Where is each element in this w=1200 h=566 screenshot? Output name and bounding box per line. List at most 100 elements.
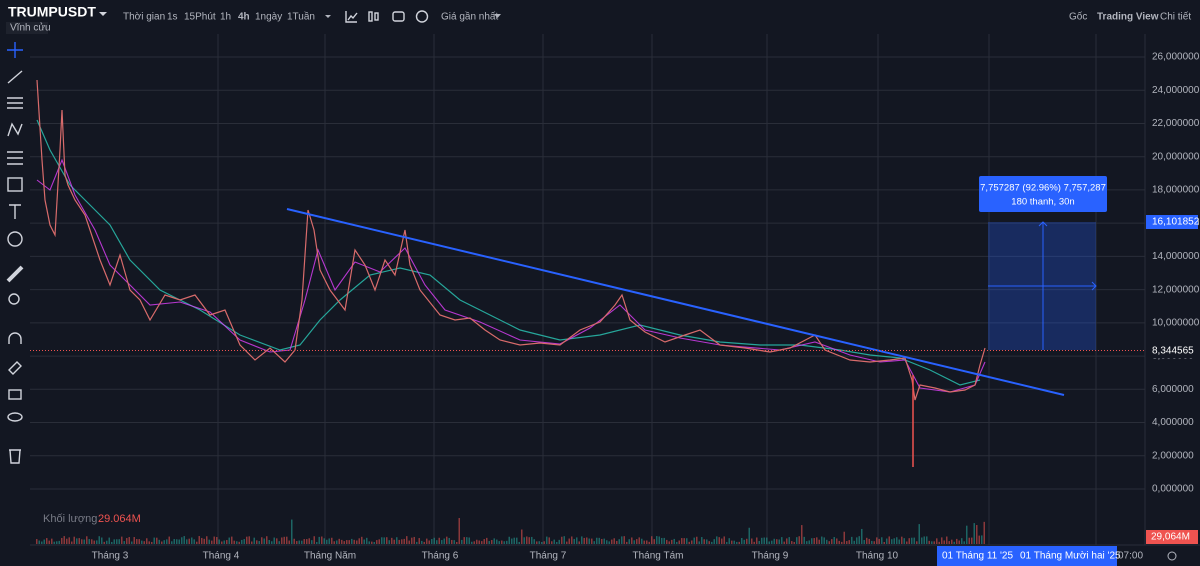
- volume-bar: [226, 540, 228, 544]
- volume-bar: [928, 540, 930, 544]
- volume-bar: [216, 537, 218, 544]
- volume-bar: [376, 540, 378, 544]
- crosshair-tool[interactable]: [7, 42, 23, 58]
- volume-bar: [938, 541, 940, 544]
- volume-bar: [876, 537, 878, 544]
- zoom-tool[interactable]: [8, 293, 20, 305]
- interval[interactable]: 1Tuần: [287, 11, 315, 23]
- volume-bar: [896, 537, 898, 544]
- volume-bar: [453, 540, 455, 544]
- emoji-tool[interactable]: [7, 231, 23, 247]
- add-icon[interactable]: [415, 10, 429, 23]
- volume-bar: [446, 536, 448, 544]
- symbol-caret[interactable]: [99, 12, 107, 16]
- volume-bar: [36, 539, 38, 544]
- volume-bar: [313, 536, 315, 544]
- interval-caret[interactable]: [325, 15, 331, 18]
- camera-icon[interactable]: [392, 11, 405, 22]
- indicator-icon[interactable]: [345, 11, 358, 23]
- candle-icon[interactable]: [374, 12, 379, 21]
- volume-bar: [266, 536, 268, 544]
- volume-bar: [61, 537, 63, 544]
- visibility-tool[interactable]: [7, 412, 23, 422]
- interval[interactable]: 1s: [167, 12, 178, 23]
- fib-tool[interactable]: [7, 151, 23, 165]
- lock-draw-tool[interactable]: [8, 361, 22, 375]
- time-label: Tháng Năm: [304, 551, 356, 562]
- text-tool[interactable]: [9, 204, 21, 219]
- interval[interactable]: 1ngày: [255, 12, 282, 23]
- volume-bar: [298, 540, 300, 544]
- volume-bar: [831, 539, 833, 544]
- view-tab[interactable]: Chi tiết: [1160, 11, 1191, 23]
- measure-tool[interactable]: [6, 265, 24, 283]
- view-tab[interactable]: Gốc: [1069, 11, 1087, 23]
- trend-line[interactable]: [286, 208, 1065, 396]
- volume-bar: [763, 537, 765, 544]
- volume-bar: [853, 540, 855, 544]
- volume-bar: [308, 538, 310, 544]
- volume-bar: [523, 537, 525, 544]
- volume-bar: [396, 537, 398, 544]
- volume-bar: [58, 540, 60, 544]
- volume-bar: [633, 540, 635, 544]
- lock-tool[interactable]: [8, 389, 22, 400]
- volume-bar: [883, 541, 885, 544]
- candle-icon[interactable]: [368, 11, 373, 22]
- volume-bar: [53, 541, 55, 544]
- volume-bar: [743, 539, 745, 544]
- volume-bar: [273, 537, 275, 544]
- volume-bar: [421, 540, 423, 544]
- volume-bar: [966, 525, 968, 544]
- volume-bar: [181, 537, 183, 544]
- volume-bar: [576, 537, 578, 544]
- interval[interactable]: 4h: [238, 12, 250, 23]
- volume-bar: [378, 539, 380, 544]
- volume-bar: [643, 540, 645, 544]
- volume-bar: [333, 541, 335, 544]
- volume-bar: [91, 539, 93, 544]
- price-label: 12,000000: [1152, 284, 1200, 295]
- volume-bar: [66, 538, 68, 544]
- symbol[interactable]: TRUMPUSDT: [8, 4, 96, 20]
- volume-bar: [311, 540, 313, 544]
- volume-bar: [203, 538, 205, 544]
- volume-bar: [258, 541, 260, 544]
- price-source[interactable]: Giá gần nhất: [441, 11, 498, 23]
- volume-bar: [961, 538, 963, 544]
- volume-bar: [908, 538, 910, 544]
- volume-bar: [641, 538, 643, 544]
- volume-bar: [218, 539, 220, 544]
- volume-bar: [701, 537, 703, 544]
- volume-bar: [926, 536, 928, 544]
- volume-bar: [241, 539, 243, 544]
- interval[interactable]: 1h: [220, 12, 231, 23]
- volume-bar: [301, 540, 303, 544]
- volume-bar: [201, 537, 203, 544]
- volume-bar: [286, 536, 288, 544]
- current-price-badge: [1146, 343, 1198, 358]
- measure-price: 16,101852: [1152, 217, 1200, 228]
- settings-icon[interactable]: [1167, 551, 1177, 561]
- line-tool[interactable]: [7, 70, 23, 84]
- volume-bar: [726, 541, 728, 544]
- volume-bar: [326, 539, 328, 544]
- channel-tool[interactable]: [7, 97, 23, 109]
- view-tab[interactable]: Trading View: [1097, 12, 1159, 23]
- volume-bar: [493, 538, 495, 544]
- price-source-caret[interactable]: [494, 14, 501, 18]
- pattern-tool[interactable]: [7, 122, 23, 137]
- volume-bar: [871, 540, 873, 544]
- volume-bar: [188, 538, 190, 544]
- price-label: 20,000000: [1152, 151, 1200, 162]
- delete-tool[interactable]: [9, 449, 21, 464]
- magnet-tool[interactable]: [8, 332, 22, 344]
- volume-bar: [721, 538, 723, 544]
- time: 07:00: [1118, 551, 1143, 562]
- volume-bar: [478, 540, 480, 544]
- interval[interactable]: 15Phút: [184, 12, 216, 23]
- volume-bar: [683, 538, 685, 544]
- volume-bar: [398, 539, 400, 544]
- shape-tool[interactable]: [7, 177, 23, 192]
- volume-bar: [416, 541, 418, 544]
